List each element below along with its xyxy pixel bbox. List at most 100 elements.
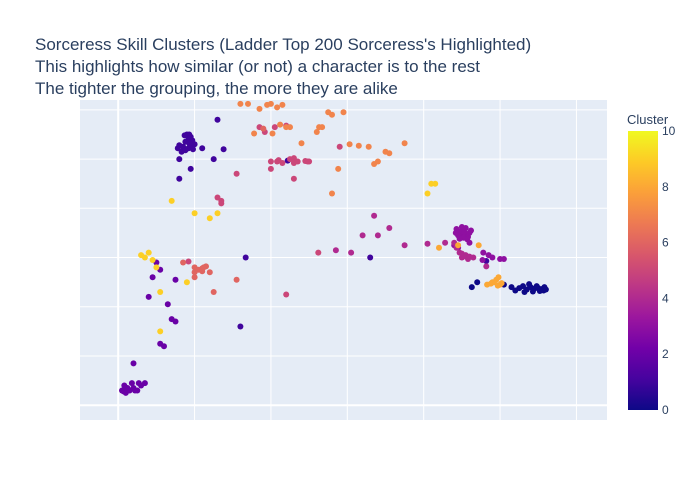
scatter-point: [245, 100, 251, 107]
scatter-point: [242, 254, 249, 261]
title-line-1: Sorceress Skill Clusters (Ladder Top 200…: [35, 35, 531, 54]
scatter-point: [135, 380, 142, 387]
scatter-point: [336, 143, 343, 150]
scatter-point: [157, 328, 164, 335]
scatter-point: [401, 140, 408, 147]
chart-title: Sorceress Skill Clusters (Ladder Top 200…: [35, 35, 531, 98]
scatter-point: [149, 274, 156, 281]
scatter-point: [199, 145, 206, 152]
scatter-point: [251, 130, 258, 137]
scatter-point: [145, 249, 152, 256]
scatter-point: [424, 240, 431, 247]
scatter-point: [521, 289, 528, 295]
scatter-point: [315, 249, 322, 256]
scatter-point: [157, 289, 164, 295]
scatter-point: [340, 109, 347, 116]
colorbar: Cluster 0 2 4 6 8 10: [627, 112, 676, 417]
scatter-point: [191, 269, 198, 276]
scatter-point: [468, 284, 475, 291]
scatter-point: [141, 254, 148, 261]
scatter-point: [132, 387, 138, 394]
scatter-point: [365, 143, 372, 150]
scatter-point: [283, 291, 290, 298]
scatter-point: [269, 130, 276, 137]
scatter-point: [182, 147, 189, 154]
scatter-point: [237, 323, 244, 330]
scatter-point: [374, 232, 381, 239]
scatter-point: [210, 289, 217, 295]
scatter-point: [214, 210, 221, 217]
scatter-point: [335, 165, 342, 172]
scatter-point: [214, 194, 221, 201]
scatter-point: [489, 254, 496, 261]
scatter-point: [260, 125, 267, 132]
scatter-point: [176, 142, 183, 149]
scatter-point: [172, 318, 179, 325]
scatter-point: [424, 190, 431, 197]
scatter-point: [275, 157, 282, 164]
scatter-point: [271, 124, 278, 131]
scatter-point: [512, 287, 519, 294]
colorbar-tick-label: 4: [662, 291, 669, 305]
scatter-point: [130, 360, 137, 367]
colorbar-gradient: [628, 131, 658, 410]
scatter-point: [480, 249, 487, 256]
scatter-point: [290, 155, 297, 162]
scatter-point: [479, 257, 486, 263]
scatter-point: [329, 111, 335, 118]
scatter-point: [458, 250, 465, 257]
scatter-point: [210, 156, 217, 163]
scatter-point: [290, 175, 297, 182]
plot-background: [80, 100, 607, 420]
scatter-point: [176, 175, 183, 182]
scatter-point: [218, 200, 225, 207]
scatter-point: [346, 141, 353, 148]
scatter-point: [164, 301, 171, 308]
scatter-point: [181, 132, 188, 139]
scatter-point: [279, 101, 286, 108]
scatter-point: [498, 280, 505, 287]
scatter-point: [187, 165, 194, 172]
scatter-point: [183, 279, 190, 286]
scatter-point: [153, 264, 160, 271]
scatter-point: [233, 276, 240, 283]
title-line-3: The tighter the grouping, the more they …: [35, 79, 398, 98]
colorbar-tick-label: 8: [662, 180, 669, 194]
scatter-point: [533, 283, 540, 290]
scatter-point: [168, 197, 175, 204]
scatter-point: [332, 247, 339, 254]
scatter-point: [367, 254, 374, 261]
colorbar-tick-label: 0: [662, 403, 669, 417]
scatter-point: [302, 158, 309, 164]
scatter-point: [461, 228, 468, 235]
scatter-point: [456, 235, 463, 242]
scatter-point: [453, 226, 460, 232]
scatter-point: [348, 249, 355, 256]
scatter-point: [442, 239, 449, 246]
colorbar-ticks: 0 2 4 6 8 10: [662, 124, 676, 417]
scatter-point: [495, 274, 502, 281]
scatter-point: [161, 343, 167, 350]
scatter-point: [428, 180, 435, 187]
colorbar-title: Cluster: [627, 112, 669, 127]
scatter-point: [206, 269, 213, 276]
scatter-point: [237, 100, 244, 107]
scatter-point: [371, 212, 378, 219]
scatter-point: [287, 124, 293, 131]
scatter-point: [149, 257, 156, 263]
scatter-point: [274, 104, 281, 111]
scatter-point: [176, 156, 183, 163]
scatter-point: [141, 380, 148, 387]
scatter-point: [374, 158, 381, 165]
scatter-point: [470, 254, 477, 261]
scatter-point: [475, 242, 482, 249]
scatter-point: [436, 244, 442, 251]
scatter-point: [180, 259, 187, 266]
scatter-point: [329, 190, 335, 197]
scatter-point: [526, 281, 533, 288]
colorbar-tick-label: 6: [662, 236, 669, 250]
scatter-point: [529, 288, 536, 295]
data-points: [119, 100, 549, 396]
scatter-point: [319, 124, 326, 131]
